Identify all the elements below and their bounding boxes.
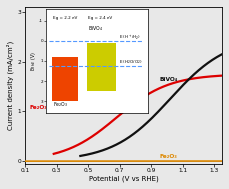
Y-axis label: Current density (mA/cm²): Current density (mA/cm²)	[7, 41, 14, 130]
Text: Fe₂O₃: Fe₂O₃	[159, 154, 177, 159]
Text: Fe₂O₃/BiVO₄: Fe₂O₃/BiVO₄	[30, 105, 68, 110]
X-axis label: Potential (V vs RHE): Potential (V vs RHE)	[89, 176, 158, 182]
Text: BiVO₄: BiVO₄	[159, 77, 177, 81]
